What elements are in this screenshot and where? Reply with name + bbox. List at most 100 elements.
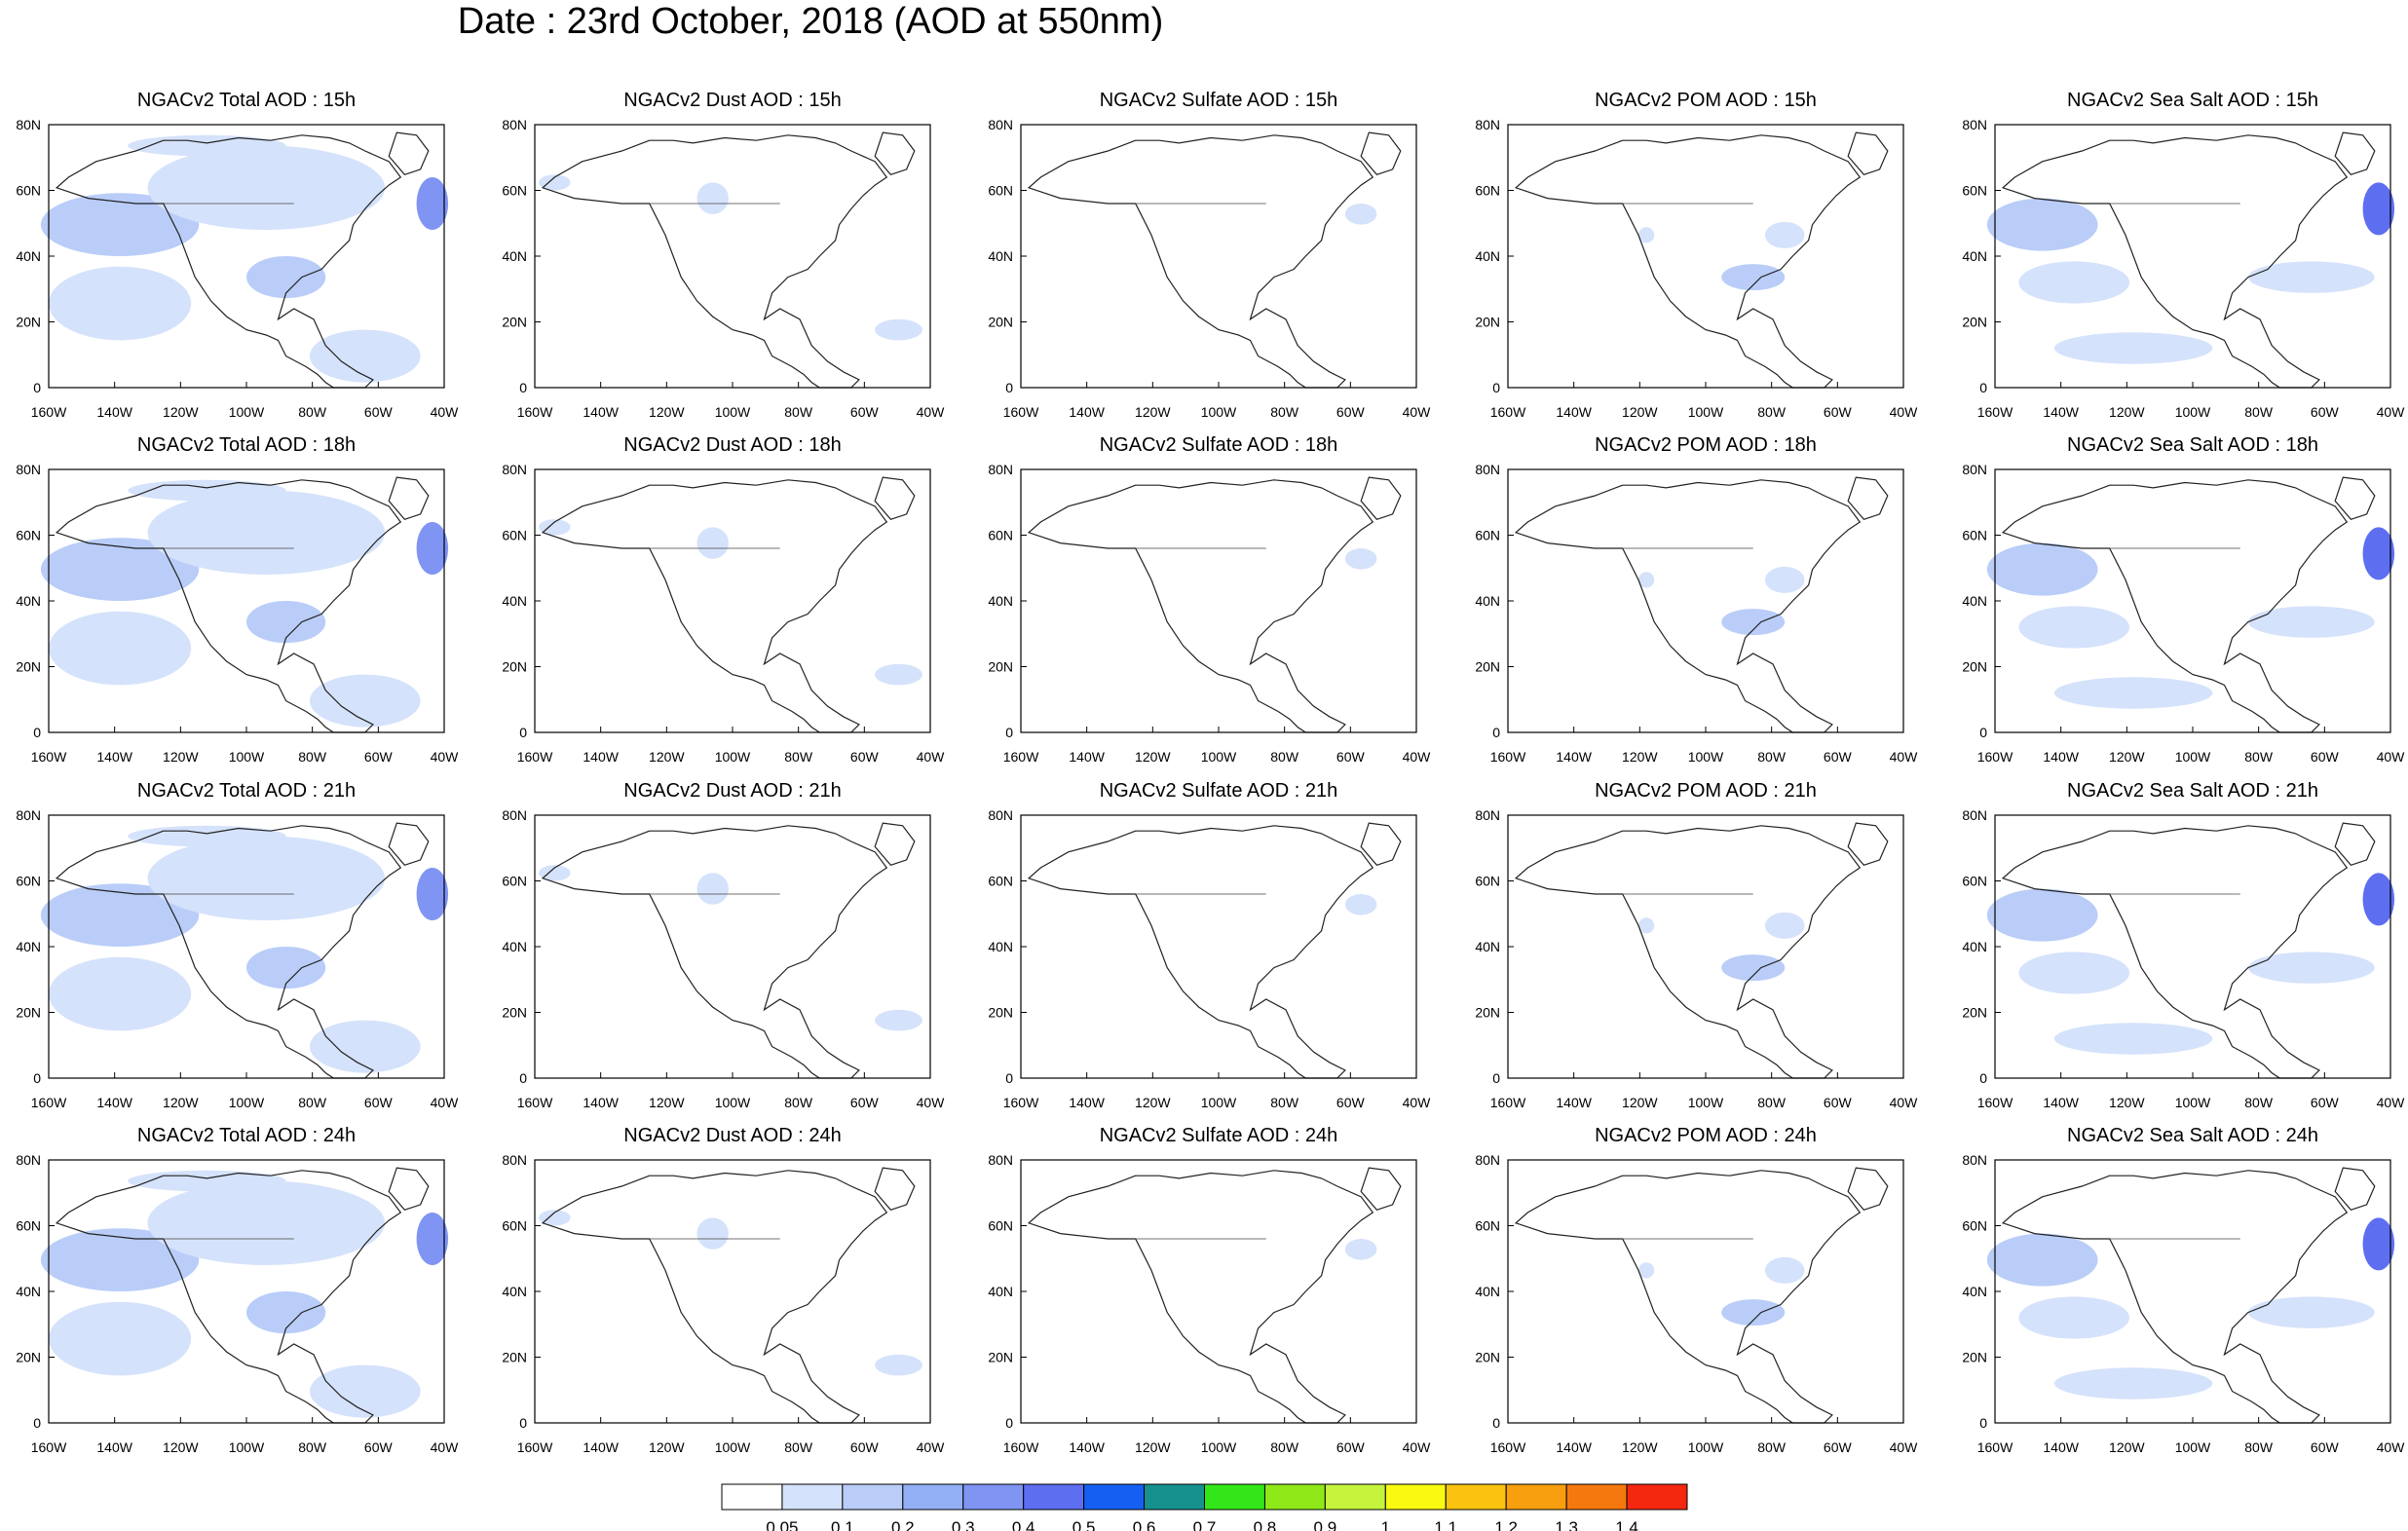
lon-tick-label: 100W <box>715 1439 751 1455</box>
lat-tick-label: 40N <box>1962 248 1987 264</box>
aod-shading <box>40 883 200 947</box>
colorbar-label: 1.4 <box>1615 1518 1638 1531</box>
lat-tick-label: 0 <box>1979 1415 1987 1431</box>
panel-title: NGACv2 Sea Salt AOD : 15h <box>2067 90 2318 111</box>
lon-tick-label: 160W <box>31 404 67 420</box>
aod-shading <box>416 1213 449 1265</box>
panel-title: NGACv2 Total AOD : 15h <box>136 90 357 111</box>
lat-tick-label: 20N <box>16 1350 41 1365</box>
map-plot-area: 80N 60N 40N 20N 0 160W 140W 120W 100W 80W 60W 40W <box>502 807 945 1110</box>
map-panel: NGACv2 Sea Salt AOD : 15h 80N 60N 40N 20N 0 16… <box>1962 90 2405 420</box>
lon-tick-label: 40W <box>431 1439 460 1455</box>
lon-tick-label: 160W <box>1490 1095 1526 1110</box>
greenland-coastline <box>1847 131 1889 175</box>
lon-tick-label: 120W <box>1622 1095 1658 1110</box>
lat-tick-label: 80N <box>1475 1152 1500 1168</box>
lon-tick-label: 60W <box>850 1439 880 1455</box>
lon-tick-label: 60W <box>1824 1439 1853 1455</box>
lat-tick-label: 20N <box>1962 1005 1987 1021</box>
lon-tick-label: 120W <box>649 404 685 420</box>
map-panel: NGACv2 Sea Salt AOD : 21h 80N 60N 40N 20N 0 16… <box>1962 780 2405 1110</box>
lon-tick-label: 80W <box>2244 749 2274 765</box>
lon-tick-label: 120W <box>1135 749 1171 765</box>
lat-tick-label: 0 <box>33 725 41 740</box>
aod-shading <box>40 193 200 256</box>
map-panel: NGACv2 Total AOD : 15h 80N 60N 40N 20N 0 160W 1… <box>16 90 459 420</box>
lat-tick-label: 0 <box>1492 1070 1500 1086</box>
lat-tick-label: 40N <box>1962 939 1987 954</box>
colorbar-swatch <box>1505 1483 1567 1511</box>
lon-tick-label: 140W <box>1556 404 1592 420</box>
colorbar-swatch <box>1083 1483 1146 1511</box>
lat-tick-label: 80N <box>16 462 41 477</box>
lon-tick-label: 140W <box>96 1439 132 1455</box>
aod-shading <box>539 174 571 191</box>
colorbar-label: 0.7 <box>1193 1518 1217 1531</box>
lat-tick-label: 0 <box>1979 380 1987 395</box>
lon-tick-label: 160W <box>1003 404 1039 420</box>
map-plot-area: 80N 60N 40N 20N 0 160W 140W 120W 100W 80W 60W 40W <box>1475 462 1918 765</box>
panel-title: NGACv2 POM AOD : 18h <box>1595 434 1817 456</box>
lon-tick-label: 100W <box>1688 1439 1724 1455</box>
lon-tick-label: 40W <box>1403 404 1432 420</box>
lon-tick-label: 80W <box>298 1439 327 1455</box>
lon-tick-label: 60W <box>1336 404 1366 420</box>
greenland-coastline <box>2334 822 2376 866</box>
lon-tick-label: 60W <box>1824 749 1853 765</box>
lon-tick-label: 40W <box>2377 1439 2406 1455</box>
lat-tick-label: 20N <box>16 659 41 675</box>
lon-tick-label: 120W <box>1135 1095 1171 1110</box>
aod-shading <box>246 947 326 990</box>
aod-shading <box>309 674 421 728</box>
lon-tick-label: 160W <box>517 749 553 765</box>
aod-shading <box>246 256 326 299</box>
lat-tick-label: 80N <box>1962 1152 1987 1168</box>
lon-tick-label: 160W <box>1977 749 2013 765</box>
colorbar-label: 0.6 <box>1133 1518 1156 1531</box>
lat-tick-label: 80N <box>16 1152 41 1168</box>
lat-tick-label: 40N <box>988 1284 1013 1299</box>
greenland-coastline <box>388 822 430 866</box>
lon-tick-label: 100W <box>1201 1439 1237 1455</box>
lat-tick-label: 80N <box>1475 462 1500 477</box>
aod-shading <box>49 1301 192 1376</box>
lat-tick-label: 20N <box>988 1350 1013 1365</box>
lon-tick-label: 60W <box>364 1439 394 1455</box>
colorbar-label: 1.2 <box>1494 1518 1518 1531</box>
aod-shading <box>147 836 386 920</box>
lon-tick-label: 40W <box>1890 1095 1919 1110</box>
lat-tick-label: 80N <box>1962 462 1987 477</box>
aod-shading <box>1721 609 1786 636</box>
lat-tick-label: 40N <box>16 939 41 954</box>
map-plot-area: 80N 60N 40N 20N 0 160W 140W 120W 100W 80W 60W 40W <box>16 807 459 1110</box>
north-america-coastline <box>2001 479 2349 733</box>
lon-tick-label: 40W <box>431 404 460 420</box>
lat-tick-label: 80N <box>1475 117 1500 132</box>
lon-tick-label: 140W <box>1069 749 1105 765</box>
lat-tick-label: 80N <box>988 117 1013 132</box>
lon-tick-label: 100W <box>1688 1095 1724 1110</box>
lat-tick-label: 0 <box>1492 380 1500 395</box>
lon-tick-label: 80W <box>298 404 327 420</box>
lat-tick-label: 20N <box>988 1005 1013 1021</box>
lon-tick-label: 60W <box>850 404 880 420</box>
aod-shading <box>539 519 571 536</box>
lat-tick-label: 40N <box>1475 593 1500 609</box>
lon-tick-label: 60W <box>2311 749 2340 765</box>
lat-tick-label: 20N <box>988 659 1013 675</box>
map-plot-area: 80N 60N 40N 20N 0 160W 140W 120W 100W 80W 60W 40W <box>1475 807 1918 1110</box>
lat-tick-label: 60N <box>16 528 41 543</box>
colorbar-swatch <box>1626 1483 1688 1511</box>
colorbar-swatch <box>962 1483 1025 1511</box>
lat-tick-label: 40N <box>988 939 1013 954</box>
aod-shading <box>416 868 449 920</box>
lon-tick-label: 40W <box>917 1439 946 1455</box>
lon-tick-label: 160W <box>1003 1439 1039 1455</box>
aod-shading <box>416 522 449 575</box>
lon-tick-label: 40W <box>1403 1439 1432 1455</box>
aod-shading <box>1764 221 1805 248</box>
lon-tick-label: 120W <box>163 749 199 765</box>
lat-tick-label: 40N <box>1962 1284 1987 1299</box>
lon-tick-label: 100W <box>229 1439 265 1455</box>
lon-tick-label: 140W <box>1069 1095 1105 1110</box>
